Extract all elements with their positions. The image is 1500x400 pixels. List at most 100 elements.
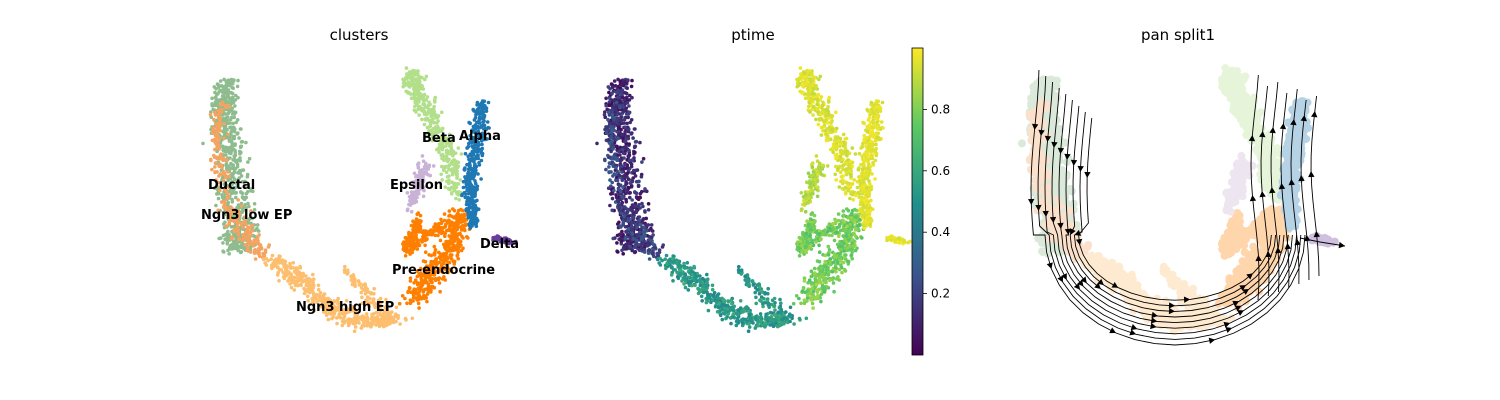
cluster-point <box>460 193 464 198</box>
cluster-point <box>229 108 234 112</box>
ptime-point <box>626 155 631 159</box>
cluster-point <box>239 250 244 254</box>
cluster-point <box>377 318 382 323</box>
ptime-point <box>607 161 612 165</box>
cluster-point <box>418 226 422 231</box>
ptime-point <box>637 215 642 219</box>
cluster-label: Beta <box>422 131 456 146</box>
cluster-point <box>212 117 216 122</box>
cluster-point <box>413 92 418 96</box>
cluster-point <box>440 146 445 150</box>
ptime-point <box>759 289 763 293</box>
cluster-point <box>482 113 487 118</box>
ptime-point <box>626 177 631 181</box>
ptime-point <box>771 318 776 323</box>
ptime-point <box>860 236 864 240</box>
cluster-point <box>340 323 345 328</box>
cluster-point <box>289 285 294 290</box>
cluster-point <box>243 230 248 235</box>
ptime-point <box>670 265 674 269</box>
ptime-point <box>623 237 628 241</box>
cluster-point <box>433 100 437 104</box>
cluster-point <box>213 103 217 108</box>
ptime-point <box>698 280 702 284</box>
cluster-point <box>283 271 288 276</box>
ptime-point <box>644 228 649 233</box>
cluster-point <box>466 213 471 218</box>
ptime-point <box>619 92 624 97</box>
cluster-point <box>224 224 228 228</box>
ptime-point <box>628 120 632 125</box>
ptime-point <box>607 165 611 169</box>
cluster-point <box>452 184 457 189</box>
cluster-point <box>247 230 252 234</box>
ptime-point <box>718 313 723 318</box>
ptime-point <box>679 264 683 268</box>
cluster-point <box>222 77 226 82</box>
ptime-point <box>716 292 721 296</box>
ptime-point <box>633 140 638 144</box>
cluster-point <box>228 117 233 122</box>
ptime-point <box>626 127 631 132</box>
cluster-point <box>215 184 219 188</box>
cluster-point <box>232 127 237 132</box>
cluster-point <box>471 207 475 211</box>
cluster-point <box>466 236 470 240</box>
cluster-point <box>409 223 414 228</box>
ptime-point <box>730 306 734 310</box>
ptime-point <box>604 167 608 172</box>
cluster-point <box>443 185 448 189</box>
cluster-point <box>451 153 455 158</box>
cluster-point <box>475 153 480 158</box>
cluster-point <box>421 194 426 199</box>
ptime-point <box>631 212 636 216</box>
cluster-point <box>456 146 461 150</box>
cluster-point <box>288 261 292 266</box>
cluster-point <box>236 95 240 100</box>
cluster-point <box>478 112 483 116</box>
cluster-point <box>414 110 418 114</box>
ptime-point <box>633 150 637 155</box>
ptime-point <box>613 110 617 115</box>
cluster-point <box>275 273 280 277</box>
cluster-point <box>223 96 227 100</box>
ptime-point <box>753 326 758 330</box>
cluster-point <box>226 248 230 253</box>
cluster-point <box>230 181 235 186</box>
ptime-point <box>683 266 687 270</box>
ptime-point <box>699 294 704 299</box>
cluster-point <box>220 107 224 112</box>
cluster-point <box>209 157 213 162</box>
cluster-point <box>239 144 244 149</box>
cluster-point <box>394 305 399 310</box>
ptime-point <box>636 197 641 201</box>
cluster-point <box>242 197 247 201</box>
ptime-point <box>616 203 621 207</box>
ptime-point <box>609 192 613 196</box>
cluster-point <box>221 129 225 134</box>
cluster-label: Alpha <box>459 129 501 144</box>
ptime-point <box>838 228 843 233</box>
cluster-point <box>255 223 260 227</box>
ptime-point <box>788 312 792 317</box>
cluster-point <box>225 239 230 244</box>
cluster-point <box>459 248 464 253</box>
cluster-point <box>231 165 236 170</box>
cluster-point <box>453 230 458 234</box>
ptime-point <box>720 317 725 322</box>
cluster-point <box>276 265 280 269</box>
cluster-point <box>242 184 247 188</box>
ptime-point <box>722 298 727 303</box>
cluster-point <box>359 326 364 330</box>
cluster-point <box>220 195 225 200</box>
cluster-point <box>230 200 235 204</box>
cluster-point <box>451 224 455 228</box>
cluster-point <box>316 283 321 288</box>
cluster-point <box>239 243 244 248</box>
cluster-point <box>232 115 236 120</box>
cluster-point <box>458 178 463 182</box>
ptime-point <box>646 208 651 212</box>
cluster-point <box>444 154 449 159</box>
ptime-point <box>616 136 620 141</box>
